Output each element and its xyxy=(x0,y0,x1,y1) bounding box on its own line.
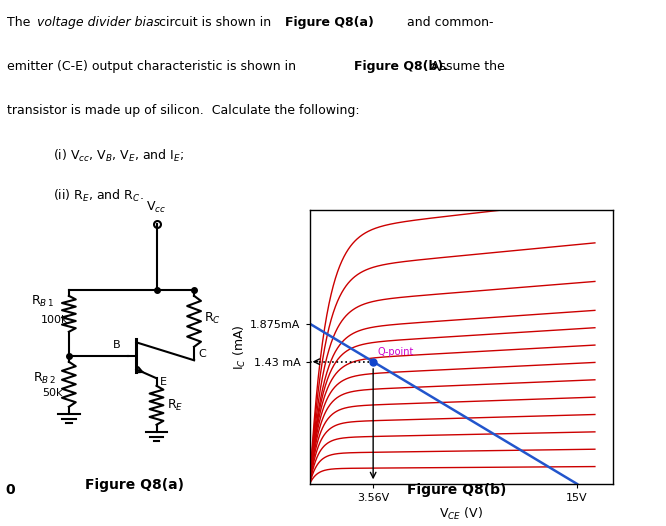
Text: voltage divider bias: voltage divider bias xyxy=(37,16,160,29)
Text: R$_E$: R$_E$ xyxy=(166,398,183,413)
Text: The: The xyxy=(7,16,34,29)
Text: R$_C$: R$_C$ xyxy=(204,311,221,326)
Text: (i) V$_{cc}$, V$_B$, V$_E$, and I$_E$;: (i) V$_{cc}$, V$_B$, V$_E$, and I$_E$; xyxy=(53,148,184,164)
Text: E: E xyxy=(161,377,167,387)
Text: 0: 0 xyxy=(5,483,15,497)
Text: 100k: 100k xyxy=(41,315,68,325)
Text: 50k: 50k xyxy=(42,388,63,398)
Text: Figure Q8(b).: Figure Q8(b). xyxy=(354,60,448,73)
Text: B: B xyxy=(113,340,121,350)
Text: (ii) R$_E$, and R$_C$.: (ii) R$_E$, and R$_C$. xyxy=(53,188,144,204)
Text: Figure Q8(a): Figure Q8(a) xyxy=(85,478,184,492)
Text: transistor is made up of silicon.  Calculate the following:: transistor is made up of silicon. Calcul… xyxy=(7,104,359,117)
Text: C: C xyxy=(198,349,206,359)
Text: and common-: and common- xyxy=(403,16,494,29)
Text: Q-point: Q-point xyxy=(378,347,414,357)
Text: R$_{B\,1}$: R$_{B\,1}$ xyxy=(31,294,54,309)
Text: R$_{B\,2}$: R$_{B\,2}$ xyxy=(33,371,56,386)
X-axis label: V$_{CE}$ (V): V$_{CE}$ (V) xyxy=(440,505,483,522)
Text: circuit is shown in: circuit is shown in xyxy=(155,16,274,29)
Text: Assume the: Assume the xyxy=(427,60,505,73)
Text: Figure Q8(a): Figure Q8(a) xyxy=(285,16,374,29)
Text: emitter (C-E) output characteristic is shown in: emitter (C-E) output characteristic is s… xyxy=(7,60,300,73)
Text: V$_{cc}$: V$_{cc}$ xyxy=(147,200,166,215)
Text: Figure Q8(b): Figure Q8(b) xyxy=(406,483,506,497)
Y-axis label: I$_C$ (mA): I$_C$ (mA) xyxy=(231,325,248,370)
